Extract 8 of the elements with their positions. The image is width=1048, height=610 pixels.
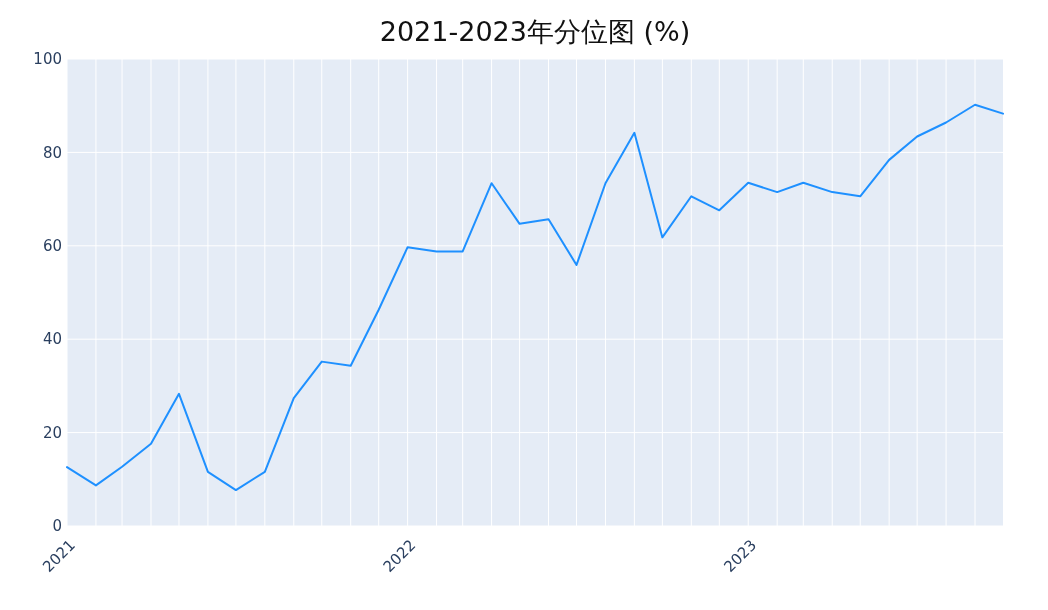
line-series xyxy=(66,103,1004,492)
y-tick-label: 100 xyxy=(33,50,62,69)
y-tick-label: 60 xyxy=(42,237,62,256)
y-tick-label: 0 xyxy=(52,517,62,536)
y-tick-label: 40 xyxy=(42,330,62,349)
y-tick-label: 20 xyxy=(42,423,62,442)
y-tick-label: 80 xyxy=(42,143,62,162)
chart-title: 2021-2023年分位图 (%) xyxy=(379,16,691,47)
